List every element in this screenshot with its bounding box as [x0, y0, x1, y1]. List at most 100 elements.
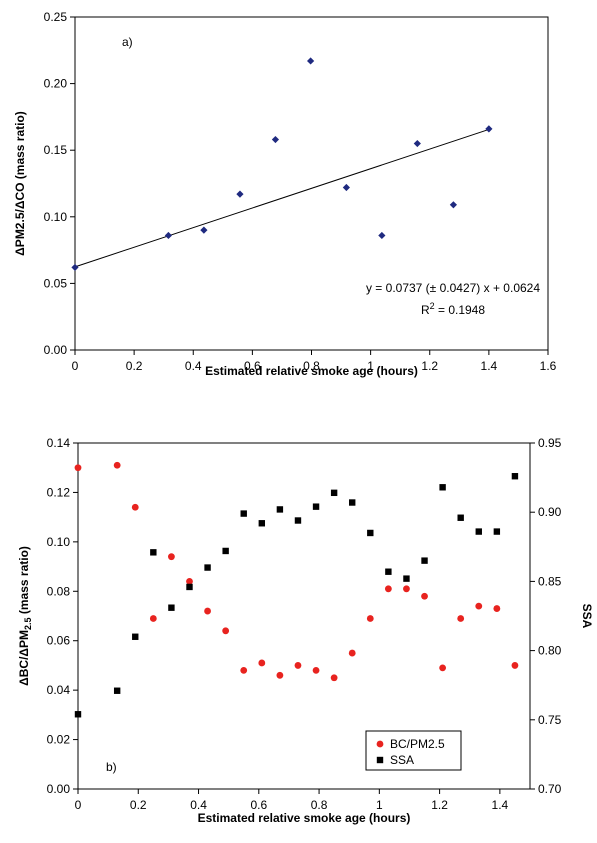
legend-label-bc-pm25: BC/PM2.5 — [390, 737, 445, 751]
data-point — [71, 263, 79, 272]
ssa-point — [385, 568, 392, 575]
y-tick-label: 0.10 — [47, 535, 71, 549]
ssa-point — [457, 514, 464, 521]
x-tick-label: 0.6 — [244, 359, 261, 373]
x-tick-label: 0.8 — [311, 798, 328, 812]
y-tick-label: 0.04 — [47, 683, 71, 697]
bc-pm25-point — [113, 461, 121, 469]
y2-tick-label: 0.90 — [538, 505, 562, 519]
ssa-point — [150, 549, 157, 556]
r-squared-prefix: R — [421, 303, 430, 317]
ssa-point — [421, 557, 428, 564]
legend-label-ssa: SSA — [390, 753, 414, 767]
data-point — [413, 139, 421, 148]
bc-pm25-point — [511, 662, 519, 669]
bc-pm25-point — [186, 578, 193, 585]
x-tick-label: 1.4 — [492, 798, 509, 812]
ssa-point — [186, 583, 193, 591]
x-tick-label: 0.8 — [303, 359, 320, 373]
bc-pm25-point — [131, 503, 139, 511]
bc-pm25-point — [457, 615, 465, 622]
y-axis-title: ΔBC/ΔPM2.5 (mass ratio) — [17, 546, 33, 686]
r-squared-label: R2 = 0.1948 — [421, 301, 485, 317]
x-axis-title: Estimated relative smoke age (hours) — [198, 811, 411, 825]
x-tick-label: 1 — [376, 798, 383, 812]
legend-box — [365, 730, 462, 771]
bc-pm25-point — [348, 649, 356, 657]
ssa-point — [204, 564, 211, 571]
bc-pm25-point — [149, 615, 157, 622]
data-point — [200, 226, 208, 234]
x-tick-label: 1.2 — [421, 359, 438, 373]
bc-pm25-point — [421, 592, 428, 600]
bc-pm25-point — [493, 605, 501, 612]
bc-pm25-point — [294, 662, 302, 669]
panel-label: b) — [106, 760, 117, 774]
y-axis-title-subscript: 2.5 — [23, 617, 33, 630]
x-tick-label: 0.6 — [250, 798, 267, 812]
y-tick-label: 0.10 — [44, 210, 68, 224]
data-point — [449, 201, 457, 209]
plot-area-frame — [77, 442, 531, 790]
bc-pm25-point — [475, 602, 483, 610]
ssa-point — [132, 633, 139, 640]
y-tick-label: 0.12 — [47, 485, 71, 499]
bc-pm25-point — [222, 627, 230, 635]
r-squared-value: = 0.1948 — [435, 303, 486, 317]
y-tick-label: 0.00 — [44, 343, 68, 357]
ssa-point — [312, 503, 320, 510]
x-tick-label: 0 — [72, 359, 79, 373]
data-point — [378, 231, 386, 240]
x-tick-label: 0.4 — [190, 798, 207, 812]
bc-pm25-point — [366, 615, 374, 622]
ssa-point — [222, 547, 229, 555]
ssa-point — [168, 604, 175, 611]
ssa-point — [113, 687, 121, 694]
ssa-point — [294, 517, 302, 524]
ssa-point — [367, 529, 374, 537]
ssa-point — [330, 489, 338, 497]
bc-pm25-point — [258, 659, 266, 667]
bc-pm25-point — [276, 671, 284, 679]
panel-b-chart: 0 0.2 0.4 0.6 0.8 1 1.2 1.4 0.00 0.02 0.04 0.06 0.08… — [17, 436, 594, 825]
panel-label: a) — [122, 35, 133, 49]
ssa-point — [74, 711, 82, 718]
ssa-point — [276, 506, 284, 513]
y2-tick-label: 0.70 — [538, 782, 562, 796]
data-point — [485, 125, 493, 133]
y2-tick-label: 0.75 — [538, 713, 562, 727]
y-tick-label: 0.08 — [47, 584, 71, 598]
bc-pm25-point — [384, 585, 392, 593]
bc-pm25-point — [330, 674, 338, 682]
x-tick-label: 1.2 — [431, 798, 448, 812]
y2-axis-title: SSA — [580, 604, 594, 629]
legend-marker-ssa — [376, 756, 384, 764]
bc-pm25-point — [168, 553, 175, 561]
y-axis-title-main: ΔBC/ΔPM — [17, 630, 31, 686]
y-axis-title: ΔPM2.5/ΔCO (mass ratio) — [13, 111, 27, 256]
x-tick-label: 0.4 — [185, 359, 202, 373]
r-squared-superscript: 2 — [430, 301, 435, 311]
bc-pm25-point — [240, 666, 248, 674]
ssa-point — [258, 520, 266, 527]
ssa-point — [493, 528, 501, 535]
ssa-point — [439, 484, 446, 491]
ssa-point — [240, 510, 247, 517]
x-tick-label: 1.6 — [540, 359, 557, 373]
data-point — [342, 183, 350, 192]
panel-a-chart: 0 0.2 0.4 0.6 0.8 1 1.2 1.4 1.6 0.00 0.05 0.10 0.15 0… — [13, 10, 557, 378]
x-axis-title: Estimated relative smoke age (hours) — [205, 364, 418, 378]
bc-pm25-point — [204, 607, 211, 615]
y-tick-label: 0.02 — [47, 733, 71, 747]
y2-tick-label: 0.80 — [538, 644, 562, 658]
ssa-point — [475, 528, 482, 535]
y-tick-label: 0.15 — [44, 143, 68, 157]
bc-pm25-point — [74, 464, 82, 472]
legend-marker-bc-pm25 — [376, 740, 384, 748]
ssa-point — [349, 499, 356, 506]
y-tick-label: 0.25 — [44, 10, 68, 24]
y-tick-label: 0.20 — [44, 77, 68, 91]
y2-tick-label: 0.95 — [538, 436, 562, 450]
